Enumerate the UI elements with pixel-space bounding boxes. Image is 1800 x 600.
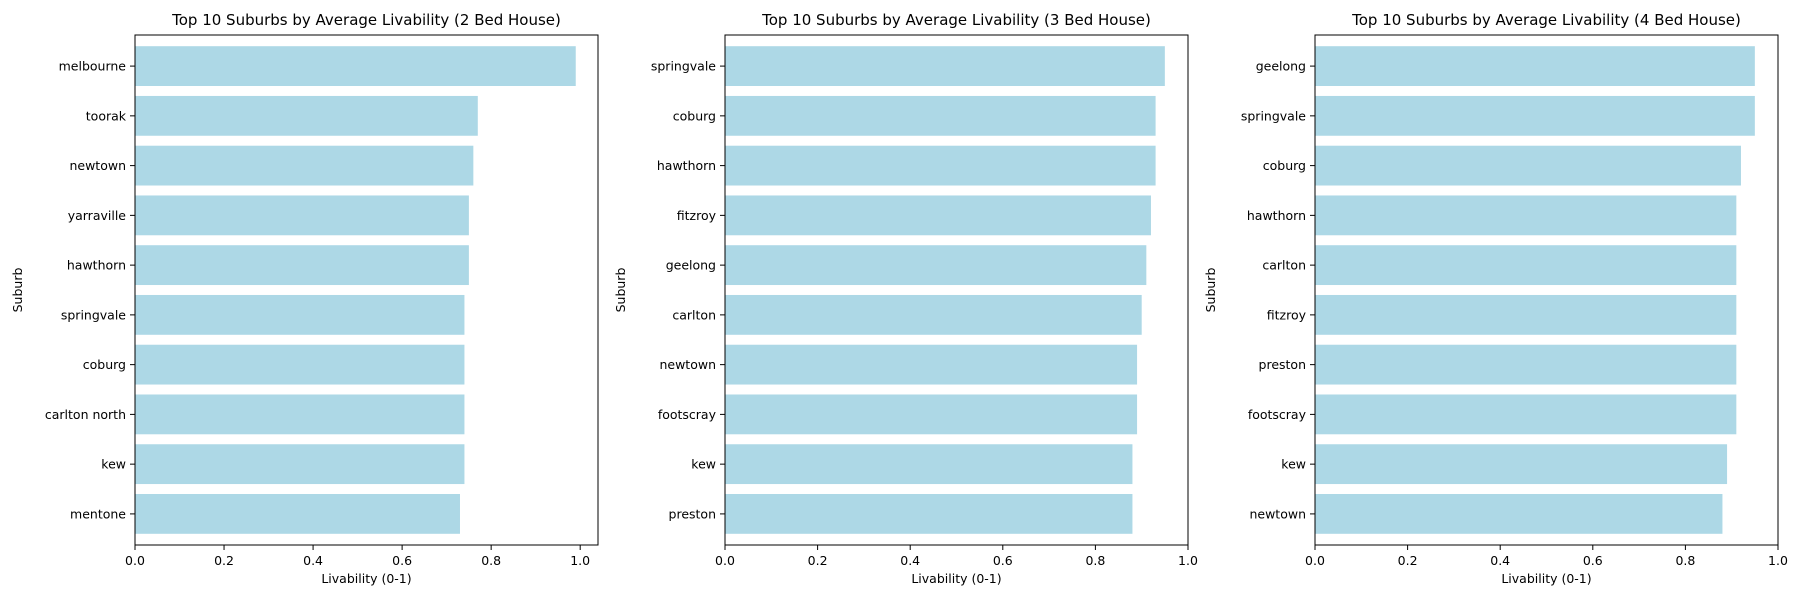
y-tick-label: toorak bbox=[86, 108, 127, 123]
y-tick-label: newtown bbox=[659, 357, 716, 372]
chart-title: Top 10 Suburbs by Average Livability (2 … bbox=[171, 11, 561, 29]
bar bbox=[725, 46, 1165, 86]
bar bbox=[1315, 494, 1723, 534]
bar bbox=[135, 245, 469, 286]
chart-title: Top 10 Suburbs by Average Livability (4 … bbox=[1351, 11, 1741, 29]
y-tick-label: fitzroy bbox=[1267, 307, 1307, 322]
bar bbox=[725, 494, 1133, 534]
y-tick-label: springvale bbox=[651, 59, 716, 74]
plot-frame bbox=[1314, 34, 1779, 546]
bar bbox=[1315, 195, 1737, 236]
y-axis-label: Suburb bbox=[613, 268, 628, 313]
y-tick-label: fitzroy bbox=[677, 208, 717, 223]
y-tick-label: coburg bbox=[1263, 158, 1306, 173]
x-axis-label: Livability (0-1) bbox=[911, 571, 1001, 586]
x-tick-label: 0.4 bbox=[900, 553, 920, 568]
y-tick-label: preston bbox=[1259, 357, 1306, 372]
x-axis-label: Livability (0-1) bbox=[1501, 571, 1591, 586]
y-tick-label: carlton bbox=[1262, 258, 1306, 273]
bar bbox=[725, 344, 1138, 385]
bar bbox=[1315, 145, 1741, 186]
bar bbox=[135, 195, 469, 236]
y-tick-label: melbourne bbox=[59, 59, 127, 74]
x-tick-label: 0.0 bbox=[715, 553, 735, 568]
bar bbox=[135, 444, 465, 485]
bar bbox=[135, 95, 478, 136]
y-tick-label: springvale bbox=[1241, 108, 1306, 123]
y-tick-label: footscray bbox=[658, 407, 717, 422]
y-tick-label: newtown bbox=[1249, 506, 1306, 521]
x-tick-label: 0.0 bbox=[1305, 553, 1325, 568]
y-tick-label: geelong bbox=[1256, 59, 1306, 74]
bar bbox=[1315, 294, 1737, 335]
bar bbox=[135, 494, 460, 534]
chart-panel-2: springvale coburg hawthorn fitzroy geelong ca… bbox=[613, 11, 1198, 586]
bar bbox=[1315, 245, 1737, 286]
bar bbox=[725, 444, 1133, 485]
bar bbox=[135, 145, 474, 186]
chart-panel-1: melbourne toorak newtown yarraville hawthorn… bbox=[10, 11, 599, 586]
plot-frame bbox=[134, 34, 599, 546]
y-axis-label: Suburb bbox=[1203, 268, 1218, 313]
bar bbox=[725, 95, 1156, 136]
chart-title: Top 10 Suburbs by Average Livability (3 … bbox=[761, 11, 1151, 29]
x-tick-label: 0.8 bbox=[481, 553, 501, 568]
x-tick-label: 0.6 bbox=[993, 553, 1013, 568]
bar bbox=[1315, 394, 1737, 435]
y-tick-label: carlton north bbox=[45, 407, 126, 422]
x-tick-label: 0.8 bbox=[1675, 553, 1695, 568]
x-tick-label: 0.6 bbox=[392, 553, 412, 568]
chart-panel-3: geelong springvale coburg hawthorn carlton fi… bbox=[1203, 11, 1788, 586]
y-tick-label: yarraville bbox=[68, 208, 127, 223]
y-tick-label: kew bbox=[691, 457, 716, 472]
x-tick-label: 0.2 bbox=[808, 553, 828, 568]
y-axis-label: Suburb bbox=[10, 268, 25, 313]
x-tick-label: 0.4 bbox=[1490, 553, 1510, 568]
bar bbox=[1315, 46, 1755, 86]
x-tick-label: 1.0 bbox=[570, 553, 590, 568]
bar bbox=[1315, 444, 1728, 485]
y-tick-label: kew bbox=[1281, 457, 1306, 472]
x-tick-label: 0.0 bbox=[125, 553, 145, 568]
y-tick-label: carlton bbox=[672, 307, 716, 322]
bar bbox=[1315, 344, 1737, 385]
bar bbox=[135, 46, 576, 86]
x-tick-label: 0.2 bbox=[1398, 553, 1418, 568]
bar bbox=[135, 344, 465, 385]
bar bbox=[725, 394, 1138, 435]
y-tick-label: hawthorn bbox=[1247, 208, 1306, 223]
y-tick-label: mentone bbox=[70, 506, 126, 521]
x-axis-label: Livability (0-1) bbox=[321, 571, 411, 586]
y-tick-label: newtown bbox=[69, 158, 126, 173]
x-tick-label: 1.0 bbox=[1768, 553, 1788, 568]
y-tick-label: springvale bbox=[61, 307, 126, 322]
x-tick-label: 0.8 bbox=[1085, 553, 1105, 568]
y-tick-label: kew bbox=[101, 457, 126, 472]
y-tick-label: geelong bbox=[666, 258, 716, 273]
bar bbox=[135, 394, 465, 435]
bar bbox=[135, 294, 465, 335]
x-tick-label: 0.6 bbox=[1583, 553, 1603, 568]
bar bbox=[725, 145, 1156, 186]
plot-frame bbox=[724, 34, 1189, 546]
bar bbox=[725, 245, 1147, 286]
bar bbox=[725, 195, 1151, 236]
y-tick-label: coburg bbox=[673, 108, 716, 123]
y-tick-label: preston bbox=[669, 506, 716, 521]
y-tick-label: hawthorn bbox=[657, 158, 716, 173]
bar bbox=[1315, 95, 1755, 136]
x-tick-label: 0.4 bbox=[303, 553, 323, 568]
y-tick-label: coburg bbox=[83, 357, 126, 372]
y-tick-label: hawthorn bbox=[67, 258, 126, 273]
x-tick-label: 1.0 bbox=[1178, 553, 1198, 568]
y-tick-label: footscray bbox=[1248, 407, 1307, 422]
x-tick-label: 0.2 bbox=[214, 553, 234, 568]
bar bbox=[725, 294, 1142, 335]
